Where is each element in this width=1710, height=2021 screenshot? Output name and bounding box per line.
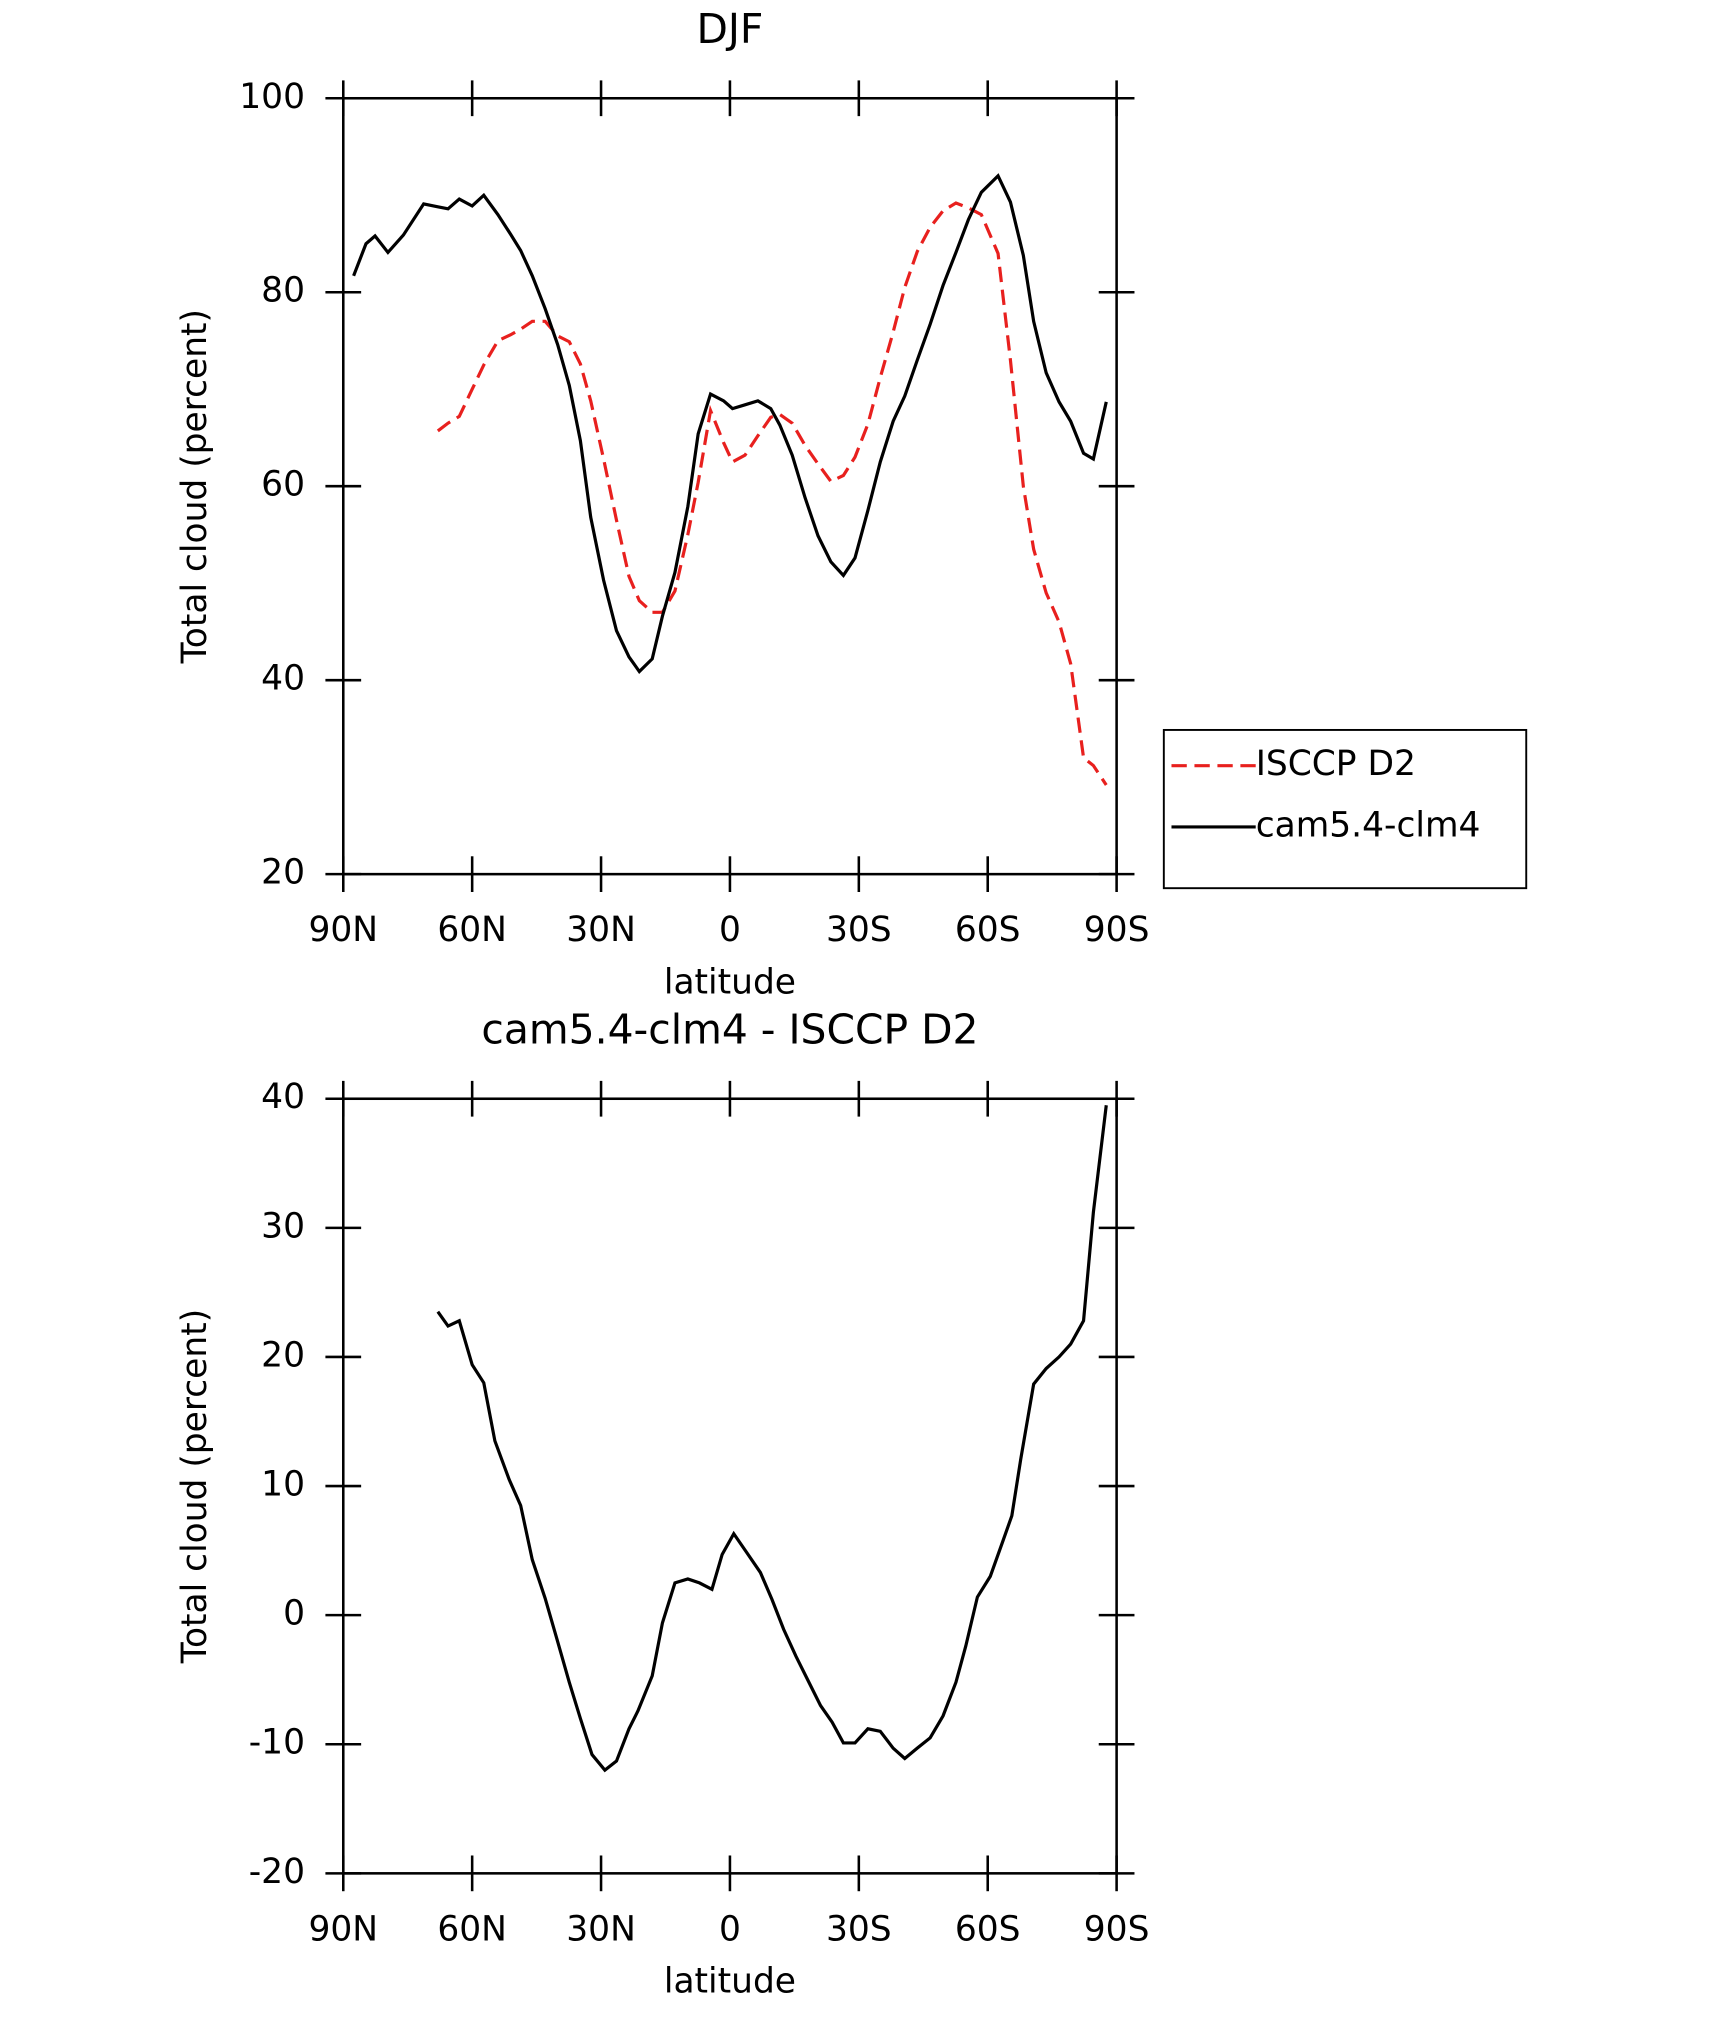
legend-box xyxy=(1162,728,1528,890)
y-axis-label: Total cloud (percent) xyxy=(175,309,215,664)
legend-label: ISCCP D2 xyxy=(1256,744,1416,784)
x-tick-label: 60N xyxy=(437,910,507,950)
chart-title: cam5.4-clm4 - ISCCP D2 xyxy=(481,1005,978,1053)
y-tick-label: 40 xyxy=(261,659,305,699)
line-series xyxy=(436,1105,1108,1773)
line-series xyxy=(352,173,1108,674)
x-tick-label: 60N xyxy=(437,1909,507,1949)
x-tick-label: 30S xyxy=(826,1909,892,1949)
y-tick-label: 20 xyxy=(261,853,305,893)
plot-frame xyxy=(341,96,1118,876)
x-tick-label: 60S xyxy=(955,1909,1021,1949)
y-axis-label: Total cloud (percent) xyxy=(175,1309,215,1664)
x-tick-label: 30N xyxy=(566,1909,636,1949)
y-tick-label: 20 xyxy=(261,1335,305,1375)
y-tick-label: -10 xyxy=(249,1723,305,1763)
y-tick-label: 0 xyxy=(283,1594,305,1634)
legend-label: cam5.4-clm4 xyxy=(1256,805,1481,845)
line-series xyxy=(436,201,1108,786)
x-axis-label: latitude xyxy=(664,962,796,1002)
x-tick-label: 0 xyxy=(719,910,741,950)
x-tick-label: 90S xyxy=(1084,910,1150,950)
x-tick-label: 0 xyxy=(719,1909,741,1949)
y-tick-label: -20 xyxy=(249,1852,305,1892)
y-tick-label: 30 xyxy=(261,1206,305,1246)
x-tick-label: 90N xyxy=(308,1909,378,1949)
x-tick-label: 90S xyxy=(1084,1909,1150,1949)
chart-title: DJF xyxy=(696,5,763,53)
y-tick-label: 60 xyxy=(261,465,305,505)
x-tick-label: 60S xyxy=(955,910,1021,950)
x-tick-label: 30S xyxy=(826,910,892,950)
y-tick-label: 10 xyxy=(261,1465,305,1505)
plot-frame xyxy=(341,1097,1118,1875)
x-axis-label: latitude xyxy=(664,1962,796,2002)
y-tick-label: 80 xyxy=(261,271,305,311)
x-tick-label: 30N xyxy=(566,910,636,950)
x-tick-label: 90N xyxy=(308,910,378,950)
y-tick-label: 40 xyxy=(261,1077,305,1117)
y-tick-label: 100 xyxy=(239,77,305,117)
